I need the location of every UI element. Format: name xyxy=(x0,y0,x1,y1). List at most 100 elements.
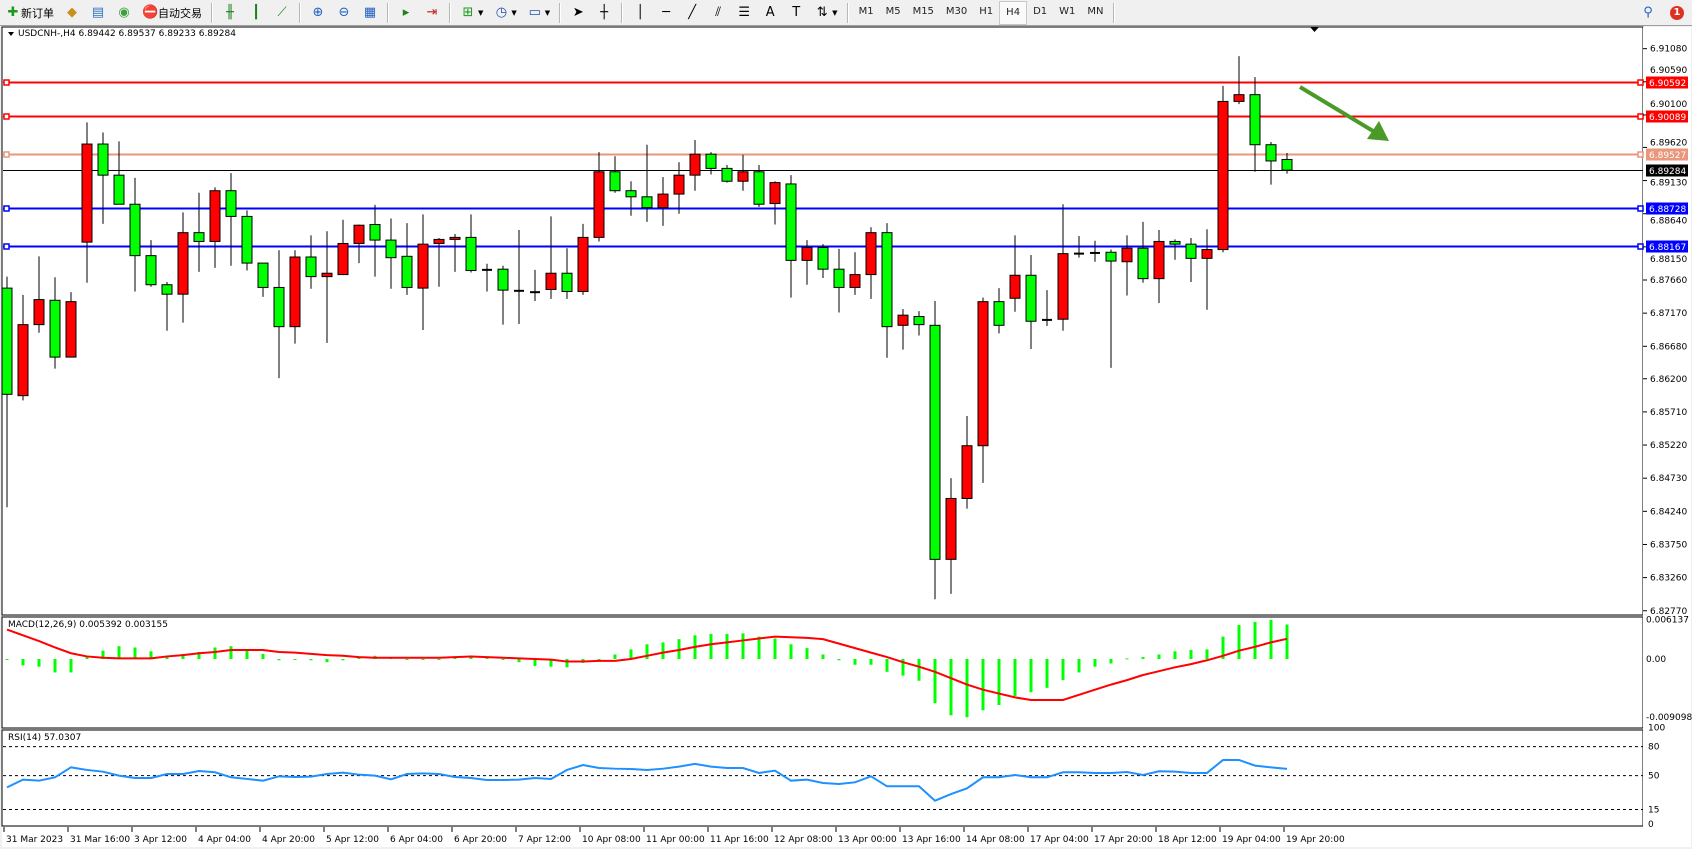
zoom-out-icon[interactable]: ⊖ xyxy=(338,4,350,20)
candle[interactable] xyxy=(865,227,877,299)
level-handle-left[interactable] xyxy=(3,113,10,120)
candle[interactable] xyxy=(545,216,557,299)
candle[interactable] xyxy=(993,288,1005,334)
candle[interactable] xyxy=(1201,229,1213,310)
rsi-pane[interactable] xyxy=(1,729,1644,827)
auto-trading-button[interactable]: ⛔ 自动交易 xyxy=(138,2,206,24)
candle[interactable] xyxy=(161,282,173,331)
signals-icon[interactable]: ◉ xyxy=(118,4,130,20)
candle[interactable] xyxy=(1185,238,1197,283)
symbol-menu-triangle-icon[interactable] xyxy=(8,32,14,36)
candle[interactable] xyxy=(561,248,573,299)
candle[interactable] xyxy=(81,122,93,283)
timeframe-h4[interactable]: H4 xyxy=(999,0,1028,25)
candle[interactable] xyxy=(257,262,269,297)
candle[interactable] xyxy=(1121,235,1133,296)
level-handle-right[interactable] xyxy=(1637,205,1644,212)
candle[interactable] xyxy=(145,240,157,287)
data-window-icon[interactable]: ▤ xyxy=(91,4,105,20)
candle[interactable] xyxy=(113,141,125,205)
candle[interactable] xyxy=(1105,249,1117,368)
level-handle-left[interactable] xyxy=(3,243,10,250)
tile-windows-icon[interactable]: ▦ xyxy=(363,4,377,20)
candle[interactable] xyxy=(625,181,637,216)
candle[interactable] xyxy=(1090,240,1100,262)
candle[interactable] xyxy=(881,223,893,358)
candle[interactable] xyxy=(673,162,685,214)
candle[interactable] xyxy=(1042,290,1052,326)
timeframe-m5[interactable]: M5 xyxy=(885,5,901,17)
candle[interactable] xyxy=(785,175,797,298)
candle[interactable] xyxy=(465,214,477,273)
candle[interactable] xyxy=(721,165,733,183)
candle[interactable] xyxy=(977,297,989,483)
bar-chart-icon[interactable]: ╫ xyxy=(226,4,234,20)
fibo-channel-icon[interactable]: ☰ xyxy=(738,4,750,20)
candle[interactable] xyxy=(1169,239,1181,260)
candle[interactable] xyxy=(514,229,524,324)
level-handle-left[interactable] xyxy=(3,205,10,212)
arrows-button[interactable]: ⇅ ▼ xyxy=(810,2,841,24)
candle[interactable] xyxy=(129,177,141,292)
chart-shift-icon[interactable]: ⇥ xyxy=(426,4,438,20)
candle[interactable] xyxy=(961,415,973,509)
candle[interactable] xyxy=(401,223,413,295)
candle[interactable] xyxy=(305,235,317,289)
candle[interactable] xyxy=(913,311,925,336)
candle[interactable] xyxy=(641,144,653,222)
candle[interactable] xyxy=(657,177,669,226)
indicators-button[interactable]: ⊞ ▼ xyxy=(456,2,487,24)
candle[interactable] xyxy=(65,292,77,358)
periods-button[interactable]: ◷ ▼ xyxy=(489,2,520,24)
candle[interactable] xyxy=(273,250,285,379)
trendline-icon[interactable]: ╱ xyxy=(688,4,697,20)
candle[interactable] xyxy=(209,187,221,268)
candle[interactable] xyxy=(1057,204,1069,331)
candle[interactable] xyxy=(482,263,492,292)
text-icon[interactable]: A xyxy=(765,4,775,20)
candle[interactable] xyxy=(241,210,253,271)
timeframe-w1[interactable]: W1 xyxy=(1059,5,1076,17)
candle[interactable] xyxy=(769,181,781,225)
candle[interactable] xyxy=(753,165,765,207)
candle[interactable] xyxy=(1233,56,1245,105)
fibonacci-icon[interactable]: ⫽ xyxy=(715,4,722,20)
candle[interactable] xyxy=(417,214,429,331)
trend-arrow[interactable] xyxy=(1298,85,1389,141)
candle[interactable] xyxy=(1137,221,1149,283)
notifications-button[interactable]: 1 xyxy=(1670,5,1684,20)
candle[interactable] xyxy=(289,250,301,344)
candle[interactable] xyxy=(353,224,365,264)
cursor-icon[interactable]: ➤ xyxy=(572,4,584,20)
timeframe-mn[interactable]: MN xyxy=(1087,5,1104,17)
main-chart-pane[interactable] xyxy=(1,26,1644,616)
timeframe-h1[interactable]: H1 xyxy=(979,5,994,17)
candle[interactable] xyxy=(433,238,445,287)
new-order-button[interactable]: ✚ 新订单 xyxy=(1,2,58,24)
level-handle-right[interactable] xyxy=(1637,151,1644,158)
candle[interactable] xyxy=(609,156,621,193)
level-handle-left[interactable] xyxy=(3,79,10,86)
level-handle-left[interactable] xyxy=(3,151,10,158)
candle[interactable] xyxy=(737,154,749,191)
timeframe-m30[interactable]: M30 xyxy=(945,5,968,17)
zoom-in-icon[interactable]: ⊕ xyxy=(312,4,324,20)
timeframe-m1[interactable]: M1 xyxy=(858,5,874,17)
candle[interactable] xyxy=(33,256,45,333)
candle[interactable] xyxy=(1,276,13,508)
candle[interactable] xyxy=(929,300,941,600)
candle[interactable] xyxy=(689,139,701,191)
vertical-line-icon[interactable]: │ xyxy=(636,4,645,20)
candle[interactable] xyxy=(49,277,61,369)
candle[interactable] xyxy=(193,192,205,272)
candle[interactable] xyxy=(849,252,861,295)
candle[interactable] xyxy=(530,269,540,301)
candle[interactable] xyxy=(817,244,829,278)
market-watch-icon[interactable]: ◆ xyxy=(67,4,77,20)
candle[interactable] xyxy=(1025,254,1037,349)
candle[interactable] xyxy=(1153,229,1165,303)
text-label-icon[interactable]: T xyxy=(792,4,801,20)
candle[interactable] xyxy=(577,223,589,295)
candle[interactable] xyxy=(1074,236,1084,258)
